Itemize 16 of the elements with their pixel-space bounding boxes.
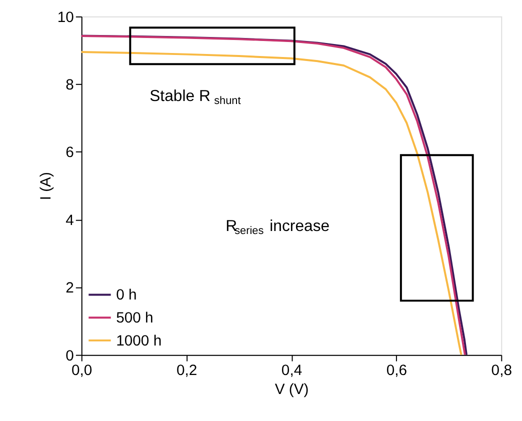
x-tick-label: 0,2 [176,363,198,380]
y-tick-label: 10 [57,10,74,26]
x-tick-label: 0,6 [386,363,408,380]
y-tick-label: 4 [66,212,74,229]
legend-label: 0 h [116,288,137,304]
y-axis-title: I (A) [38,172,54,200]
x-tick-label: 0,4 [281,363,302,380]
y-tick-label: 6 [66,145,74,162]
y-tick-label: 8 [66,78,74,94]
x-tick-label: 0,0 [72,363,92,380]
x-tick-label: 0,8 [491,363,512,380]
y-tick-label: 0 [66,348,74,364]
legend-label: 1000 h [116,333,162,350]
x-axis-title: V (V) [274,382,309,398]
legend-label: 500 h [116,310,154,327]
y-tick-label: 2 [66,280,74,297]
